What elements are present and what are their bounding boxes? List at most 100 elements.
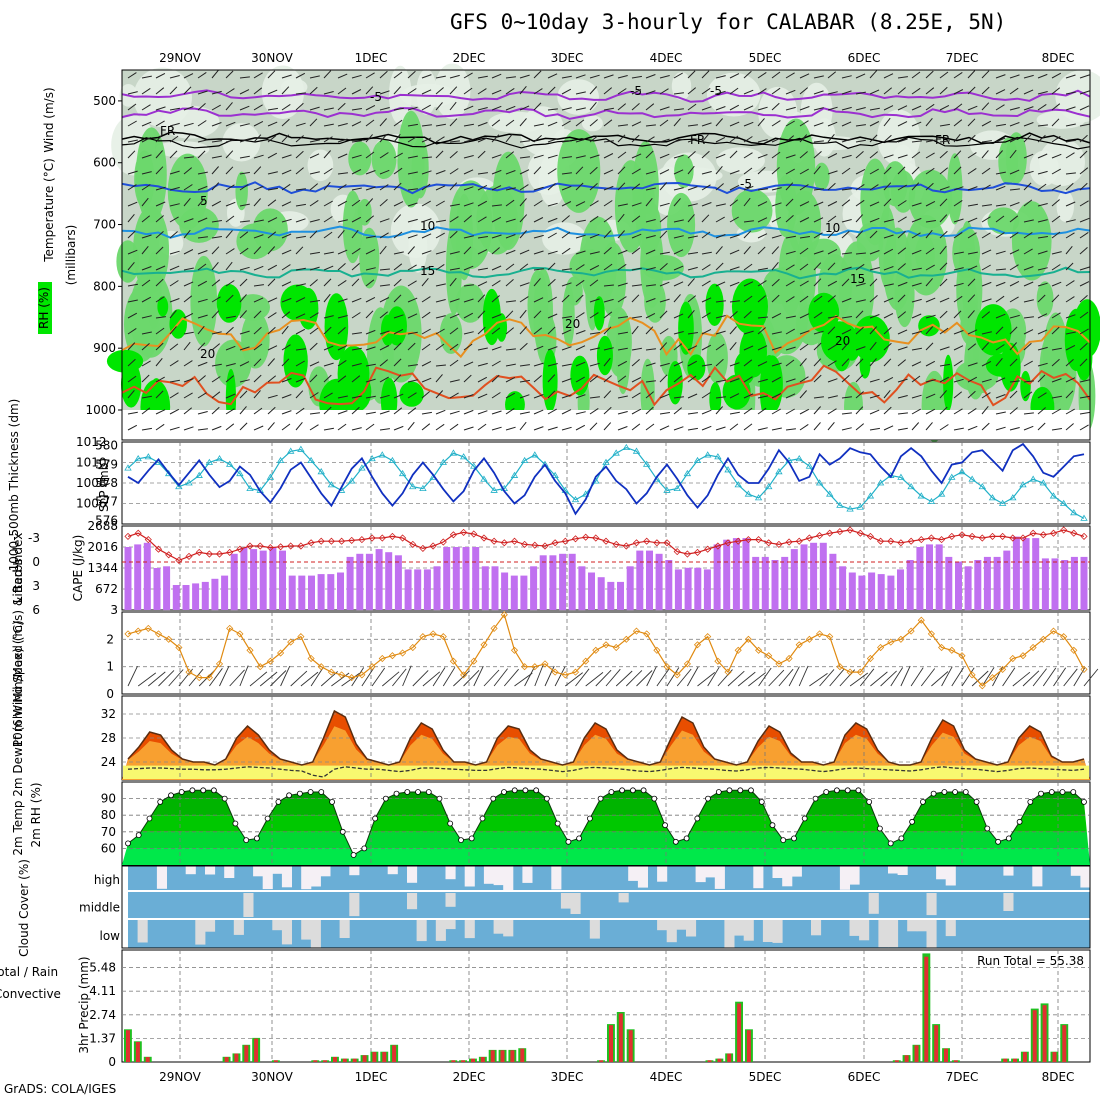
wind-barb — [1079, 123, 1090, 127]
wind-barb — [729, 216, 739, 223]
wind10m-point — [144, 624, 152, 632]
wind-barb — [1065, 152, 1075, 159]
wind-barb — [631, 247, 641, 255]
wind-barb — [659, 251, 670, 255]
wind-barb — [267, 278, 276, 287]
wind-barb — [127, 184, 137, 191]
wind-barb — [841, 412, 852, 415]
wind-barb — [449, 343, 459, 351]
wind-barb — [617, 395, 628, 399]
wind-barb — [967, 362, 978, 367]
wind-barb — [841, 329, 852, 335]
lifted-index-point — [449, 531, 457, 539]
rh2m-point — [705, 795, 711, 802]
wind-barb — [407, 421, 415, 431]
wind-barb — [659, 362, 670, 367]
wind-barb — [533, 234, 544, 239]
lifted-index-point — [1009, 534, 1017, 542]
wind-barb — [211, 246, 220, 255]
wind-barb — [1051, 251, 1062, 255]
wind-barb — [785, 154, 796, 159]
wind-barb — [1037, 282, 1048, 287]
lifted-index-point — [277, 543, 285, 551]
bottom-day-label: 7DEC — [946, 1070, 979, 1084]
wind10m-point — [846, 668, 854, 676]
precip-convective-bar — [392, 1045, 397, 1062]
wind-barb — [477, 423, 487, 431]
wind-barb — [491, 327, 501, 335]
cape-bar — [163, 566, 171, 611]
wind-barb — [533, 200, 543, 207]
wind-barb — [645, 348, 656, 351]
wind-barb — [785, 315, 796, 319]
wind-barb — [477, 294, 486, 303]
wind-barb — [925, 393, 936, 399]
wind-barb — [715, 203, 726, 207]
lifted-index-point — [927, 534, 935, 542]
rh2m-point — [286, 792, 293, 799]
wind-barb — [1079, 295, 1088, 303]
cloud-clear-cell — [205, 866, 216, 875]
wind-barb — [295, 72, 306, 79]
wind-barb — [855, 252, 866, 255]
wind-barb — [365, 310, 374, 319]
wind-barb — [379, 118, 387, 127]
wind-barb — [911, 71, 921, 79]
rh2m-point — [962, 789, 969, 795]
wind-barb — [561, 294, 570, 303]
wind-barb — [855, 406, 864, 415]
wind10m-point — [755, 646, 763, 654]
thickness-point — [683, 469, 692, 477]
wind-barb — [883, 182, 892, 191]
lifted-index-point — [907, 537, 915, 545]
wind10m-point — [358, 671, 366, 679]
wind10m-point — [632, 627, 641, 635]
temp2m-line — [127, 709, 1085, 766]
wind-barb — [841, 167, 851, 175]
wind10m-point — [775, 660, 783, 668]
wind-barb — [337, 315, 348, 319]
wind-barb — [407, 234, 418, 239]
wind-barb — [1079, 134, 1088, 143]
wind-barb — [253, 87, 263, 95]
wind10m-barb — [880, 670, 897, 687]
precip-convective-bar — [451, 1060, 456, 1062]
wind-barb — [729, 326, 737, 335]
wind-barb — [841, 230, 850, 239]
rh2m-point — [533, 787, 540, 794]
cloud-panel-frame — [121, 865, 1091, 949]
cape-bar — [1022, 538, 1030, 610]
precip-convective-bar — [707, 1060, 712, 1062]
wind-barb — [155, 423, 165, 431]
wind-barb — [365, 186, 376, 191]
wind-barb — [379, 134, 387, 143]
wind-barb — [519, 296, 529, 303]
wind-barb — [855, 374, 864, 383]
wind-barb — [827, 215, 837, 223]
rh2m-point — [587, 815, 593, 822]
wind10m-point — [836, 663, 844, 671]
wind-barb — [673, 235, 684, 239]
wind-barb — [421, 391, 430, 399]
lifted-index-point — [795, 537, 803, 545]
wind-barb — [393, 152, 403, 159]
wind-barb — [253, 198, 261, 207]
wind-barb — [659, 298, 670, 303]
wind-barb — [225, 280, 235, 287]
contour-label: -5 — [370, 90, 382, 104]
rh-saturated-patch — [731, 278, 768, 335]
wind-barb — [183, 360, 193, 367]
wind-barb — [225, 70, 234, 79]
wind-barb — [603, 247, 612, 255]
wind10m-point — [693, 641, 702, 649]
rh2m-point — [307, 789, 314, 795]
rh2m-point — [361, 845, 368, 852]
wind-barb — [211, 363, 222, 367]
lifted-index-point — [968, 532, 976, 540]
lifted-index-point — [185, 552, 193, 560]
wind-barb — [897, 346, 908, 351]
wind10m-barb — [981, 667, 995, 687]
wind-barb — [281, 358, 290, 367]
wind-barb — [267, 264, 278, 271]
wind-barb — [813, 406, 821, 415]
